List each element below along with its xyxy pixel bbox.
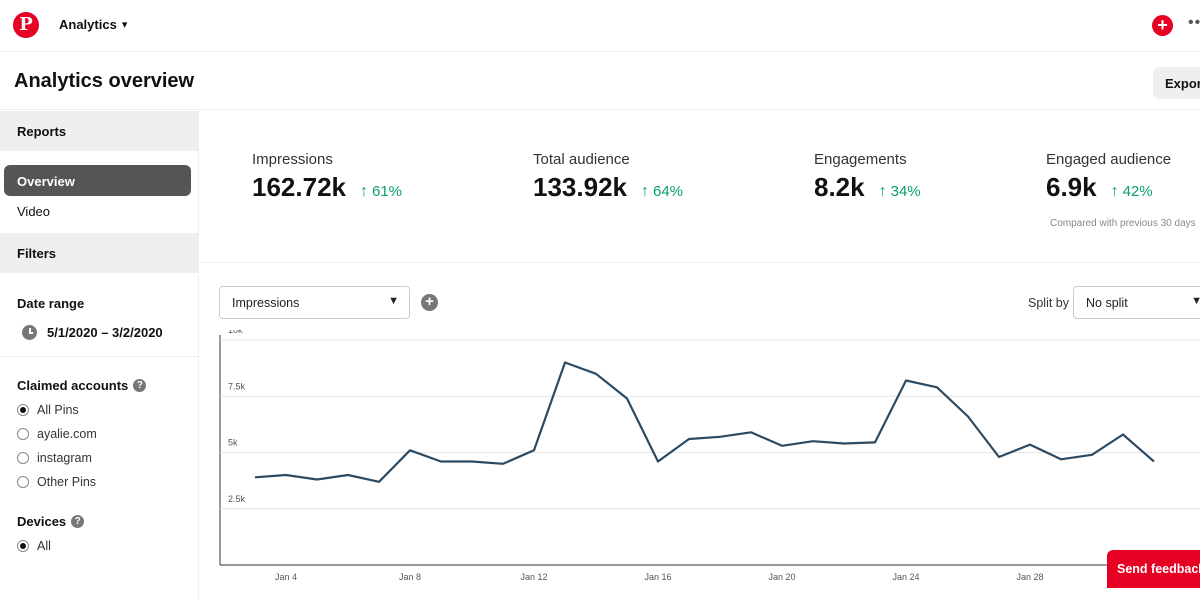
metric-label: Engaged audience	[1046, 151, 1172, 168]
split-by-label: Split by	[1028, 296, 1069, 310]
series-line	[254, 361, 1155, 483]
radio-instagram[interactable]: instagram	[0, 446, 198, 470]
metric-change-value: 61%	[371, 183, 403, 200]
devices-label-text: Devices	[17, 514, 67, 529]
y-tick-label: 7.5k	[228, 381, 246, 391]
send-feedback-button[interactable]: Send feedback	[1107, 550, 1200, 588]
metric-change-value: 42%	[1122, 183, 1153, 200]
impressions-chart: 2.5k 5k 7.5k 10k Jan 4 Jan 8 Jan 12 Jan 16 Jan 2…	[200, 330, 1200, 600]
metric-engaged-audience: Engaged audience 6.9k ↑ 42%	[1046, 151, 1171, 203]
radio-label: instagram	[37, 451, 92, 465]
radio-button[interactable]	[17, 404, 29, 416]
pinterest-logo-icon[interactable]: P	[13, 12, 39, 38]
arrow-up-icon: ↑	[1110, 183, 1119, 200]
radio-all-pins[interactable]: All Pins	[0, 398, 198, 422]
page-header: Analytics overview Export	[0, 52, 1200, 110]
top-bar: P Analytics ▾ + ••	[0, 0, 1200, 52]
split-select-value: No split	[1086, 296, 1128, 310]
sidebar: Reports Overview Video Filters Date rang…	[0, 111, 199, 600]
metric-select[interactable]: Impressions ▼	[219, 286, 410, 319]
metrics-summary: Impressions 162.72k ↑ 61% Total audience…	[200, 111, 1200, 263]
x-tick-label: Jan 24	[892, 572, 919, 582]
filters-heading: Filters	[0, 233, 198, 273]
radio-button[interactable]	[17, 428, 29, 440]
line-chart: 2.5k 5k 7.5k 10k Jan 4 Jan 8 Jan 12 Jan 16 Jan 2…	[219, 330, 1200, 582]
metric-change: ↑ 34%	[879, 183, 921, 201]
y-tick-label: 2.5k	[228, 494, 246, 504]
more-options-icon[interactable]: ••	[1188, 14, 1200, 31]
chevron-down-icon: ▼	[1191, 295, 1200, 307]
metric-value: 8.2k	[814, 172, 865, 202]
help-icon[interactable]: ?	[71, 515, 85, 528]
metric-value: 6.9k	[1046, 172, 1097, 202]
metric-value: 162.72k	[252, 172, 346, 202]
x-tick-label: Jan 28	[1016, 572, 1043, 582]
x-tick-label: Jan 20	[768, 572, 795, 582]
radio-label: Other Pins	[37, 475, 97, 489]
export-button[interactable]: Export	[1153, 67, 1200, 99]
reports-heading: Reports	[0, 111, 198, 151]
radio-label: ayalie.com	[37, 427, 97, 441]
radio-devices-all[interactable]: All	[0, 534, 198, 558]
radio-button[interactable]	[17, 476, 29, 488]
metric-total-audience: Total audience 133.92k ↑ 64%	[533, 151, 683, 203]
metric-engagements: Engagements 8.2k ↑ 34%	[814, 151, 921, 203]
metric-change: ↑ 42%	[1111, 183, 1153, 201]
radio-button[interactable]	[17, 540, 29, 552]
claimed-accounts-label-text: Claimed accounts	[17, 378, 129, 393]
split-select[interactable]: No split ▼	[1073, 286, 1200, 319]
chevron-down-icon: ▾	[121, 19, 128, 31]
metric-label: Total audience	[533, 151, 630, 168]
radio-label: All Pins	[37, 403, 79, 417]
sidebar-item-overview[interactable]: Overview	[4, 165, 191, 196]
metric-change-value: 34%	[890, 183, 921, 200]
metric-label: Engagements	[814, 151, 907, 168]
radio-button[interactable]	[17, 452, 29, 464]
metric-select-value: Impressions	[232, 296, 300, 310]
date-range-value: 5/1/2020 – 3/2/2020	[47, 325, 163, 340]
devices-label: Devices ?	[0, 514, 198, 529]
metric-change-value: 64%	[652, 183, 684, 200]
x-tick-label: Jan 8	[399, 572, 421, 582]
analytics-menu[interactable]: Analytics ▾	[59, 17, 127, 32]
date-range-picker[interactable]: 5/1/2020 – 3/2/2020	[0, 325, 198, 340]
date-range-label-text: Date range	[17, 296, 85, 311]
arrow-up-icon: ↑	[640, 183, 649, 200]
x-tick-label: Jan 4	[275, 572, 297, 582]
comparison-note: Compared with previous 30 days	[1050, 218, 1196, 229]
metric-change: ↑ 64%	[641, 183, 683, 201]
x-tick-label: Jan 16	[644, 572, 671, 582]
y-tick-label: 10k	[228, 330, 243, 335]
radio-other-pins[interactable]: Other Pins	[0, 470, 198, 494]
add-metric-icon[interactable]: +	[421, 294, 438, 311]
sidebar-item-video[interactable]: Video	[17, 204, 51, 219]
chevron-down-icon: ▼	[388, 295, 399, 307]
arrow-up-icon: ↑	[359, 183, 368, 200]
clock-icon	[22, 325, 37, 340]
metric-impressions: Impressions 162.72k ↑ 61%	[252, 151, 402, 203]
help-icon[interactable]: ?	[133, 379, 147, 392]
claimed-accounts-label: Claimed accounts ?	[0, 378, 198, 393]
metric-label: Impressions	[252, 151, 333, 168]
metric-value: 133.92k	[533, 172, 627, 202]
date-range-label: Date range	[0, 296, 198, 311]
arrow-up-icon: ↑	[878, 183, 887, 200]
radio-ayalie[interactable]: ayalie.com	[0, 422, 198, 446]
analytics-menu-label: Analytics	[59, 17, 117, 32]
x-tick-label: Jan 12	[520, 572, 547, 582]
radio-label: All	[37, 539, 51, 553]
y-tick-label: 5k	[228, 438, 238, 448]
divider	[0, 356, 198, 357]
metric-change: ↑ 61%	[360, 183, 402, 201]
page-title: Analytics overview	[14, 70, 195, 92]
create-plus-icon[interactable]: +	[1152, 15, 1173, 36]
